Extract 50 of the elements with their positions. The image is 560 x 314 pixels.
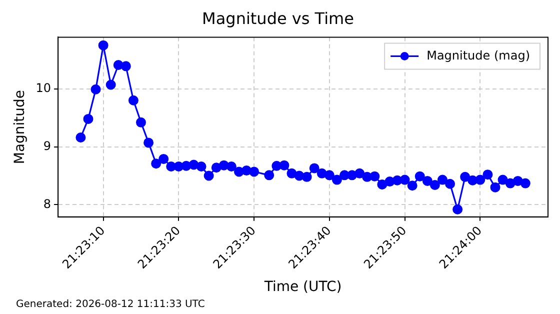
point <box>309 163 320 174</box>
point <box>136 117 146 128</box>
point <box>83 114 94 124</box>
point <box>445 178 456 189</box>
point <box>204 170 214 181</box>
point <box>498 174 508 185</box>
point <box>120 61 131 72</box>
point <box>211 162 222 173</box>
point <box>370 171 380 182</box>
point <box>249 166 260 177</box>
point <box>144 138 154 148</box>
point <box>90 84 101 94</box>
y-tick-label: 9 <box>43 138 52 153</box>
point <box>490 182 500 192</box>
chart-title: Magnitude vs Time <box>202 8 354 28</box>
point <box>264 170 274 180</box>
point <box>414 171 425 182</box>
point <box>430 180 440 190</box>
point <box>324 170 334 180</box>
text: Generated: 2026-08-12 11:11:33 UTC <box>16 299 205 310</box>
point <box>407 180 418 191</box>
point <box>332 174 342 185</box>
point <box>452 204 463 214</box>
point <box>482 170 493 180</box>
y-axis-title: Magnitude <box>12 90 28 164</box>
point <box>279 160 290 170</box>
point <box>475 174 486 185</box>
point <box>512 176 523 186</box>
point <box>286 168 297 178</box>
point <box>226 161 236 172</box>
point <box>106 80 116 90</box>
point <box>76 132 86 142</box>
point <box>128 95 138 106</box>
point <box>158 154 169 164</box>
legend-label: Magnitude (mag) <box>426 48 530 62</box>
point <box>520 178 530 188</box>
point <box>460 172 470 182</box>
point <box>422 176 432 186</box>
point <box>354 168 365 178</box>
y-tick-label: 10 <box>36 80 52 95</box>
y-tick-label: 8 <box>43 196 52 211</box>
point <box>98 40 108 50</box>
point <box>196 161 206 172</box>
point <box>437 174 448 185</box>
point <box>151 158 162 169</box>
point <box>377 179 388 190</box>
point <box>505 178 516 188</box>
point <box>302 172 312 182</box>
point <box>400 174 410 185</box>
x-axis-title: Time (UTC) <box>263 279 342 296</box>
